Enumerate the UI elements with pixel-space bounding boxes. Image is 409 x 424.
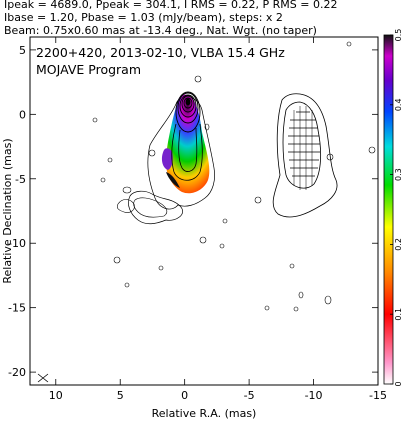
noise-contour (222, 218, 228, 224)
colorbar-tick-label: 0.5 (394, 29, 403, 42)
jet-contour-2 (178, 127, 198, 172)
x-tick-label: -15 (369, 389, 387, 402)
pol-noise (326, 153, 334, 161)
polarization-tail (161, 148, 173, 170)
noise-contour (107, 157, 113, 163)
pol-noise (346, 41, 352, 47)
noise-contour (199, 236, 207, 244)
pol-noise (368, 146, 376, 154)
polarization-tail-2 (166, 172, 180, 188)
noise-contour (219, 243, 225, 249)
noise-contour (148, 149, 156, 157)
y-tick-label: -5 (15, 173, 26, 186)
core-contour-6 (185, 98, 191, 106)
pol-noise (324, 295, 332, 305)
colorbar-tick-label: 0 (394, 381, 403, 386)
x-tick-label: -10 (305, 389, 323, 402)
diffuse-contour-2 (133, 197, 168, 218)
pol-hatch (288, 111, 320, 177)
pol-vectors (293, 106, 313, 190)
x-axis-label: Relative R.A. (mas) (152, 407, 257, 420)
colorbar-tick-label: 0.3 (394, 168, 403, 181)
colorbar-axis: 0 0.1 0.2 0.3 0.4 0.5 (390, 29, 403, 387)
diffuse-contour (128, 190, 183, 225)
header-line-1: Ipeak = 4689.0, Ppeak = 304.1, I RMS = 0… (4, 0, 338, 11)
core-contour-3 (179, 94, 197, 118)
beam-marker (37, 373, 49, 383)
jet-contour-1 (171, 123, 203, 181)
noise-contour (113, 256, 121, 264)
pol-noise (289, 263, 295, 269)
header-line-2: Ibase = 1.20, Pbase = 1.03 (mJy/beam), s… (4, 11, 283, 24)
colorbar (383, 34, 394, 385)
colorbar-tick-label: 0.2 (394, 238, 403, 251)
x-tick-label: 5 (117, 389, 124, 402)
x-tick-label: 0 (181, 389, 188, 402)
y-axis: 5 0 -5 -10 -15 -20 (8, 44, 378, 379)
y-tick-label: -20 (8, 366, 26, 379)
y-tick-label: -10 (8, 237, 26, 250)
noise-contour (194, 75, 202, 83)
header-line-3: Beam: 0.75x0.60 mas at -13.4 deg., Nat. … (4, 24, 317, 37)
pol-noise (293, 306, 299, 312)
y-tick-label: 5 (19, 44, 26, 57)
chart-subtitle: MOJAVE Program (36, 62, 141, 77)
x-tick-label: -5 (244, 389, 255, 402)
noise-contour (92, 117, 98, 123)
chart-title: 2200+420, 2013-02-10, VLBA 15.4 GHz (36, 45, 285, 60)
colorbar-tick-label: 0.1 (394, 308, 403, 321)
core-contour-5 (183, 97, 193, 109)
pol-inner-contour (282, 101, 322, 189)
total-intensity-map (92, 75, 228, 288)
diffuse-contour-3 (116, 199, 135, 213)
core-contour-2 (177, 92, 199, 124)
y-tick-label: -15 (8, 302, 26, 315)
noise-contour (124, 282, 130, 288)
x-axis: 10 5 0 -5 -10 -15 (49, 37, 387, 402)
colorbar-tick-label: 0.4 (394, 98, 403, 111)
polarization-contour-map (254, 41, 376, 312)
plot-frame (29, 36, 379, 386)
noise-contour (100, 177, 106, 183)
noise-contour (122, 186, 132, 194)
y-tick-label: 0 (19, 108, 26, 121)
pol-noise (264, 305, 270, 311)
x-tick-label: 10 (49, 389, 63, 402)
y-axis-label: Relative Declination (mas) (1, 138, 14, 283)
core-contour-4 (181, 95, 195, 113)
pol-noise (254, 196, 262, 204)
noise-contour (158, 265, 164, 271)
noise-contour (204, 123, 210, 131)
pol-noise (298, 291, 304, 299)
pol-outer-contour (272, 93, 338, 218)
core-contour-1 (175, 91, 201, 133)
